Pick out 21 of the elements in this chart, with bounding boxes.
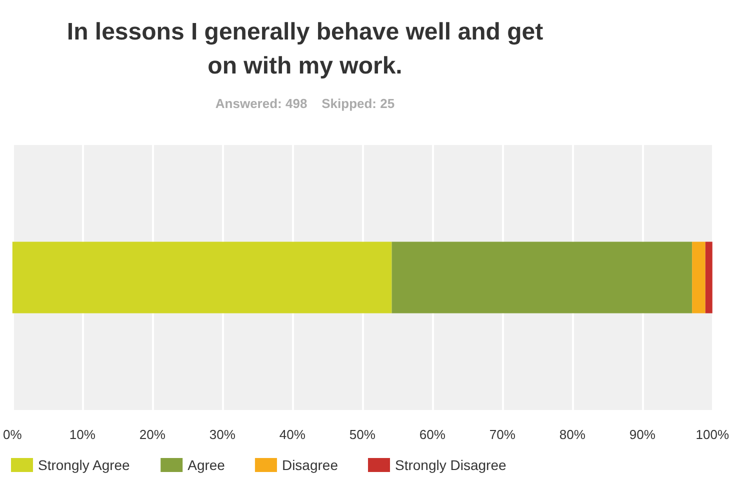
x-tick-label: 60% <box>419 427 446 442</box>
x-tick-label: 90% <box>629 427 656 442</box>
x-tick-label: 30% <box>209 427 236 442</box>
bar <box>12 242 392 314</box>
bar <box>392 242 692 314</box>
legend-label: Strongly Agree <box>38 457 130 473</box>
x-tick-label: 70% <box>489 427 516 442</box>
chart-title: In lessons I generally behave well and get on with my work. <box>66 18 544 80</box>
x-tick-label: 40% <box>279 427 306 442</box>
x-tick-label: 20% <box>139 427 166 442</box>
legend-label: Agree <box>188 457 226 473</box>
x-tick-label: 100% <box>696 427 730 442</box>
x-tick-label: 0% <box>2 427 22 442</box>
x-tick-label: 50% <box>349 427 376 442</box>
bar <box>692 242 706 314</box>
chart-subtitle: Answered: 498 Skipped: 25 <box>215 96 395 111</box>
legend-label: Strongly Disagree <box>394 457 506 473</box>
x-tick-label: 10% <box>69 427 96 442</box>
legend-label: Disagree <box>282 457 338 473</box>
x-tick-label: 80% <box>559 427 586 442</box>
bar <box>705 242 712 314</box>
